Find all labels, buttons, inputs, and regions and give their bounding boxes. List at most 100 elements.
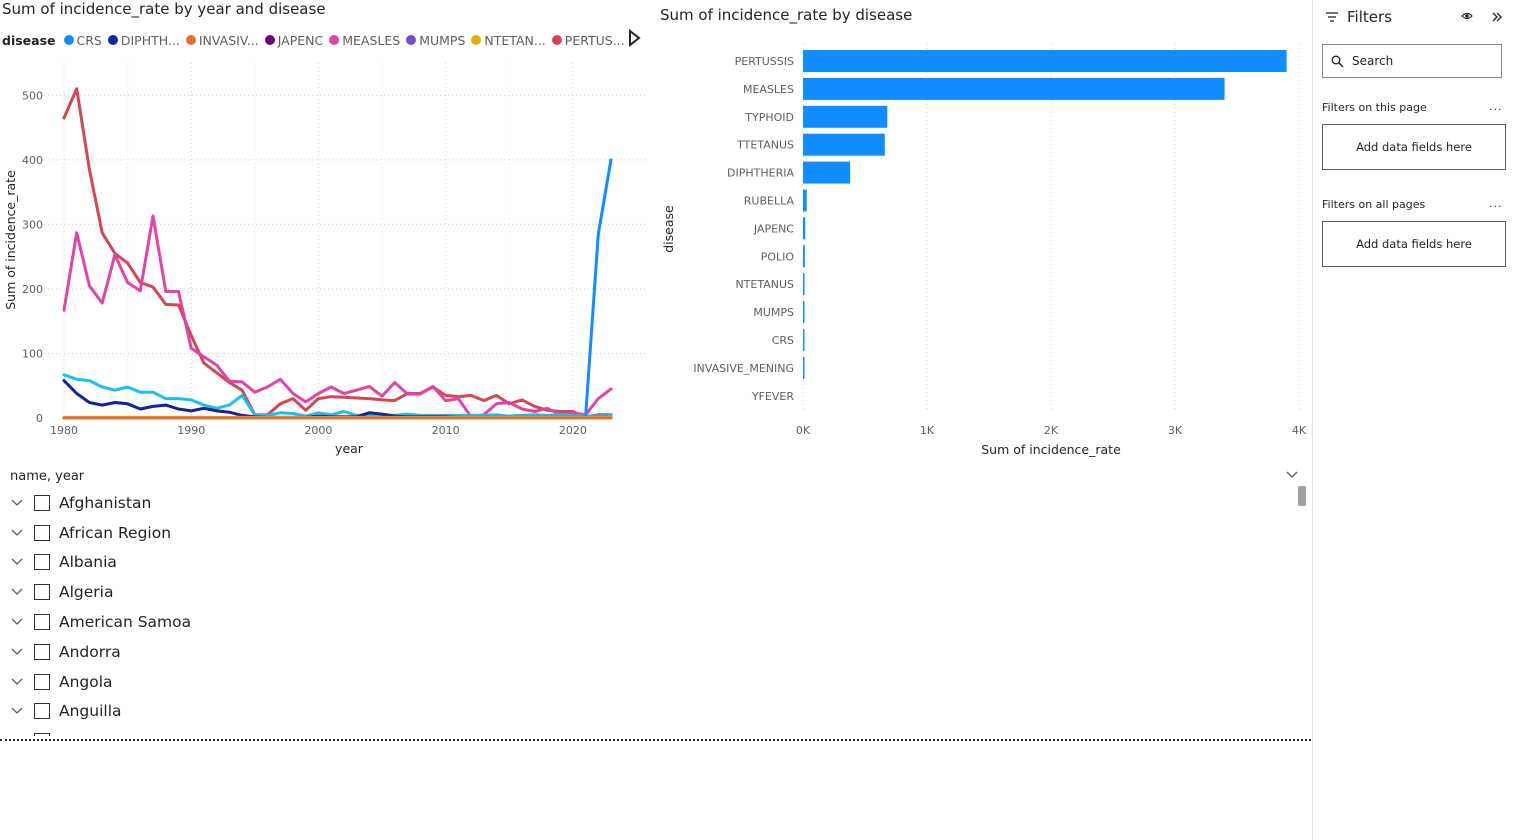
gridlines xyxy=(44,63,648,418)
category-label: INVASIVE_MENING xyxy=(693,362,794,375)
slicer-item-label: Anguilla xyxy=(59,702,122,721)
slicer-scrollbar[interactable] xyxy=(1298,486,1306,506)
series-line xyxy=(62,87,613,419)
legend-item-label: MUMPS xyxy=(419,32,466,48)
slicer-item[interactable]: Afghanistan xyxy=(0,488,1280,518)
expand-chevron-icon[interactable] xyxy=(0,707,34,715)
category-label: JAPENC xyxy=(753,222,794,235)
category-label: MUMPS xyxy=(753,306,794,319)
this-page-drop-zone[interactable]: Add data fields here xyxy=(1322,124,1506,170)
slicer-checkbox[interactable] xyxy=(34,494,50,511)
x-tick-label: 1K xyxy=(920,424,935,437)
slicer-checkbox[interactable] xyxy=(34,584,50,601)
filters-on-all-pages-label: Filters on all pages xyxy=(1322,198,1426,211)
slicer-item-label: Angola xyxy=(59,672,113,691)
slicer-item-label: African Region xyxy=(59,523,172,542)
category-label: DIPHTHERIA xyxy=(727,167,794,180)
category-label: RUBELLA xyxy=(744,195,795,208)
line-chart-plot: 0 100 200 300 400 500 1980 1990 2000 2010 2020 year… xyxy=(3,63,648,456)
line-chart-title: Sum of incidence_rate by year and diseas… xyxy=(2,0,326,18)
series-line xyxy=(62,214,613,419)
slicer-checkbox[interactable] xyxy=(34,703,50,720)
legend-item[interactable]: MEASLES xyxy=(329,33,400,48)
legend-item[interactable]: JAPENC xyxy=(264,32,324,48)
bar-chart-visual[interactable]: Sum of incidence_rate by disease PERTUSS… xyxy=(654,0,1310,462)
slicer-item[interactable]: Algeria xyxy=(0,577,1280,607)
expand-chevron-icon[interactable] xyxy=(0,678,34,686)
y-axis-label: Sum of incidence_rate xyxy=(3,170,18,310)
legend-marker xyxy=(185,35,196,45)
slicer-checkbox[interactable] xyxy=(34,524,50,541)
expand-chevron-icon[interactable] xyxy=(0,558,34,566)
x-axis-label: Sum of incidence_rate xyxy=(981,442,1121,457)
legend-item[interactable]: NTETAN... xyxy=(471,32,546,48)
line-chart-visual[interactable]: Sum of incidence_rate by year and diseas… xyxy=(0,0,652,462)
slicer-checkbox[interactable] xyxy=(34,673,50,690)
filter-icon xyxy=(1326,12,1338,22)
this-page-more-options[interactable]: ... xyxy=(1489,100,1503,113)
legend-item[interactable]: PERTUS... xyxy=(551,33,625,48)
bar xyxy=(803,161,851,184)
slicer-item[interactable]: African Region xyxy=(0,518,1280,548)
x-tick-label: 3K xyxy=(1168,424,1183,437)
expand-chevron-icon[interactable] xyxy=(0,529,34,537)
legend-item-label: NTETAN... xyxy=(484,32,546,48)
y-tick-label: 500 xyxy=(22,89,43,102)
slicer-item[interactable]: Angola xyxy=(0,667,1280,697)
slicer-item-partial[interactable] xyxy=(0,726,1280,736)
slicer-item[interactable]: Andorra xyxy=(0,637,1280,667)
slicer-item-label: Algeria xyxy=(59,583,114,602)
y-tick-label: 200 xyxy=(22,283,43,296)
bar xyxy=(803,77,1225,100)
all-pages-drop-zone[interactable]: Add data fields here xyxy=(1322,221,1506,267)
x-tick-label: 1980 xyxy=(50,424,78,437)
legend-item[interactable]: CRS xyxy=(63,32,102,48)
slicer-checkbox[interactable] xyxy=(34,554,50,571)
chevron-down-icon[interactable] xyxy=(1284,466,1300,482)
y-tick-label: 400 xyxy=(22,154,43,167)
name-year-slicer[interactable]: name, year Afghanistan African Region Alba… xyxy=(0,462,1310,740)
expand-chevron-icon[interactable] xyxy=(0,499,34,507)
collapse-pane-icon[interactable] xyxy=(1491,10,1503,24)
all-pages-more-options[interactable]: ... xyxy=(1489,197,1503,210)
slicer-item[interactable]: American Samoa xyxy=(0,607,1280,637)
series-line xyxy=(62,373,613,418)
x-tick-label: 2010 xyxy=(432,424,460,437)
filter-search-box[interactable] xyxy=(1322,44,1502,78)
bar xyxy=(803,50,1287,72)
expand-chevron-icon[interactable] xyxy=(0,588,34,596)
legend-title: disease xyxy=(2,32,56,48)
legend-item[interactable]: INVASIV... xyxy=(185,33,259,48)
slicer-checkbox[interactable] xyxy=(34,733,50,736)
y-tick-label: 100 xyxy=(22,347,43,360)
slicer-item[interactable]: Albania xyxy=(0,548,1280,578)
legend-marker xyxy=(406,35,417,45)
slicer-item-label: Albania xyxy=(59,553,117,572)
bar xyxy=(803,329,805,351)
bar xyxy=(803,105,888,128)
legend-item-label: JAPENC xyxy=(277,32,324,48)
slicer-checkbox[interactable] xyxy=(34,643,50,660)
legend-item-label: CRS xyxy=(76,32,102,48)
x-tick-label: 4K xyxy=(1292,424,1307,437)
expand-chevron-icon[interactable] xyxy=(0,618,34,626)
chart-legend: disease CRS DIPHTH... INVASIV... JAPENC MEAS… xyxy=(2,31,631,49)
legend-item[interactable]: DIPHTH... xyxy=(107,33,180,48)
category-label: CRS xyxy=(772,334,794,347)
bar xyxy=(803,133,885,156)
bar xyxy=(803,273,805,296)
slicer-checkbox[interactable] xyxy=(34,614,50,631)
filters-pane: Filters Filters on this page ... Add dat… xyxy=(1312,0,1513,840)
legend-marker xyxy=(63,35,74,45)
legend-next-arrow-icon[interactable] xyxy=(627,29,641,47)
series-line xyxy=(584,158,613,419)
eye-icon[interactable] xyxy=(1461,11,1473,21)
filters-header: Filters xyxy=(1325,8,1392,26)
legend-marker xyxy=(264,35,275,45)
legend-marker xyxy=(107,35,118,45)
slicer-item[interactable]: Anguilla xyxy=(0,697,1280,727)
legend-item[interactable]: MUMPS xyxy=(406,33,465,48)
category-label: TTETANUS xyxy=(736,139,794,152)
filter-search-input[interactable] xyxy=(1352,54,1492,68)
expand-chevron-icon[interactable] xyxy=(0,648,34,656)
